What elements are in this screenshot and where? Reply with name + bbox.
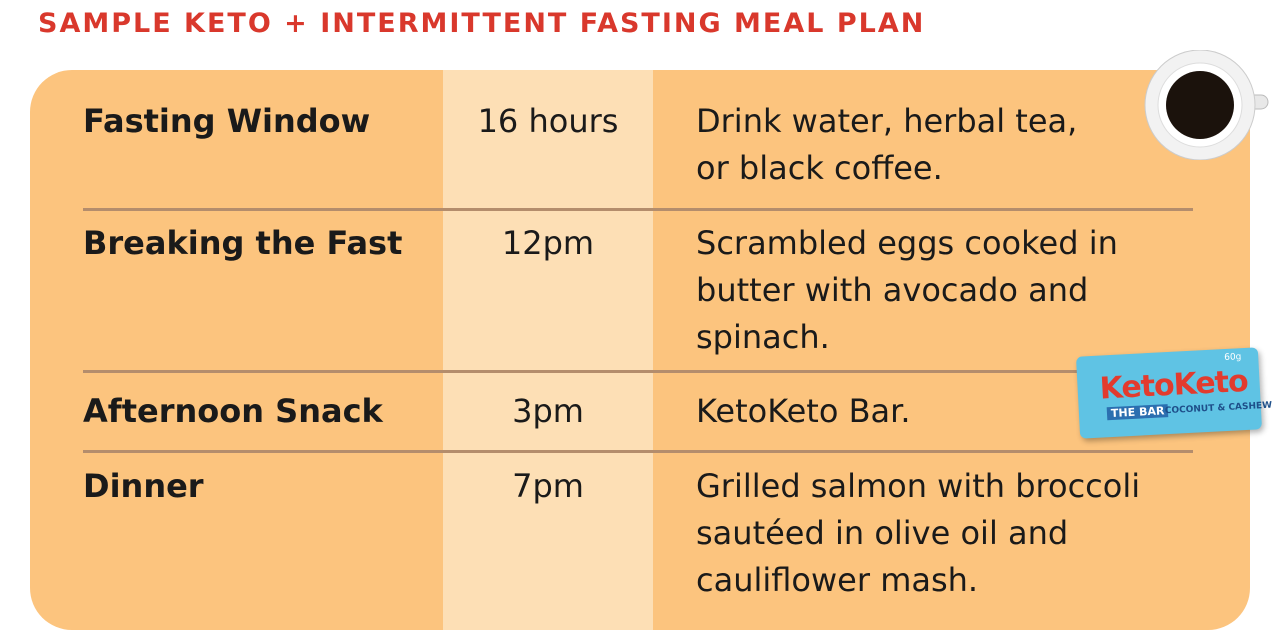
bar-tag: THE BAR xyxy=(1106,404,1169,421)
row-description: spinach. xyxy=(696,318,830,356)
row-description: Drink water, herbal tea, xyxy=(696,102,1078,140)
row-time: 7pm xyxy=(512,467,584,505)
meal-table: Fasting Window 16 hours Drink water, herba… xyxy=(30,70,1250,630)
row-description: KetoKeto Bar. xyxy=(696,392,911,430)
row-time: 3pm xyxy=(512,392,584,430)
bar-flavor: COCONUT & CASHEW xyxy=(1164,400,1273,417)
row-label: Afternoon Snack xyxy=(83,392,383,430)
title: SAMPLE KETO + INTERMITTENT FASTING MEAL … xyxy=(38,8,926,39)
row-time: 12pm xyxy=(501,224,595,262)
row-time: 16 hours xyxy=(477,102,619,140)
row-label: Dinner xyxy=(83,467,204,505)
row-description: Grilled salmon with broccoli xyxy=(696,467,1141,505)
bar-weight: 60g xyxy=(1223,352,1242,364)
row-description: cauliflower mash. xyxy=(696,561,979,599)
row-description: Scrambled eggs cooked in xyxy=(696,224,1118,262)
row-label: Fasting Window xyxy=(83,102,371,140)
row-description: or black coffee. xyxy=(696,149,943,187)
keto-bar: KetoKeto THE BAR COCONUT & CASHEW 60g xyxy=(1075,347,1272,439)
row-divider xyxy=(83,450,1193,453)
row-label: Breaking the Fast xyxy=(83,224,403,262)
row-description: butter with avocado and xyxy=(696,271,1089,309)
coffee-cup xyxy=(1144,50,1269,160)
row-divider xyxy=(83,370,1193,373)
bar-brand: KetoKeto xyxy=(1098,363,1249,407)
time-column xyxy=(443,70,653,630)
row-divider xyxy=(83,208,1193,211)
row-description: sautéed in olive oil and xyxy=(696,514,1069,552)
